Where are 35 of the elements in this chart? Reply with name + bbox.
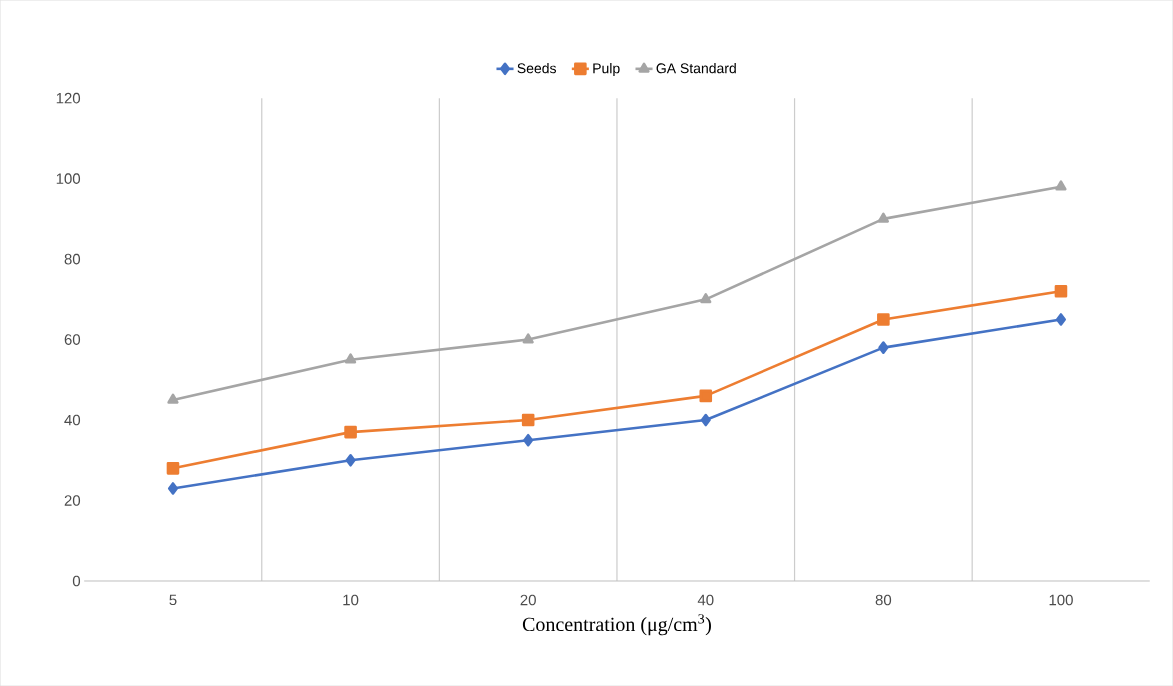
y-tick-label: 100 <box>56 173 81 184</box>
point <box>523 433 534 447</box>
y-tick-label: 120 <box>56 92 81 104</box>
point <box>344 353 357 364</box>
point <box>345 453 356 467</box>
point <box>700 292 712 304</box>
point <box>1055 313 1067 326</box>
point <box>344 425 357 439</box>
point <box>700 413 711 427</box>
y-tick-label: 80 <box>64 253 81 265</box>
point <box>699 389 713 403</box>
point <box>1055 180 1067 191</box>
legend-label: Pulp <box>593 62 620 76</box>
point <box>877 212 889 223</box>
y-tick-label: 0 <box>72 575 81 587</box>
x-tick-label: 10 <box>343 594 359 606</box>
x-tick-label: 40 <box>697 594 714 606</box>
point <box>166 461 180 475</box>
x-tick-label: 5 <box>169 594 177 606</box>
y-tick-label: 20 <box>64 495 81 506</box>
point <box>167 482 179 495</box>
x-tick-label: 80 <box>875 594 892 606</box>
point <box>1054 284 1068 298</box>
y-tick-label: 60 <box>64 334 81 345</box>
point <box>878 341 889 354</box>
point <box>522 333 534 344</box>
y-tick-label: 40 <box>64 414 81 426</box>
x-tick-label: 100 <box>1049 594 1073 606</box>
point <box>877 313 890 326</box>
x-tick-label: 20 <box>520 594 536 606</box>
legend-label: GA Standard <box>656 62 736 74</box>
point <box>521 413 535 427</box>
point <box>167 393 179 404</box>
legend-label: Seeds <box>517 62 557 74</box>
x-axis-title: Concentration (μg/cm$^{3}$) <box>522 614 711 636</box>
